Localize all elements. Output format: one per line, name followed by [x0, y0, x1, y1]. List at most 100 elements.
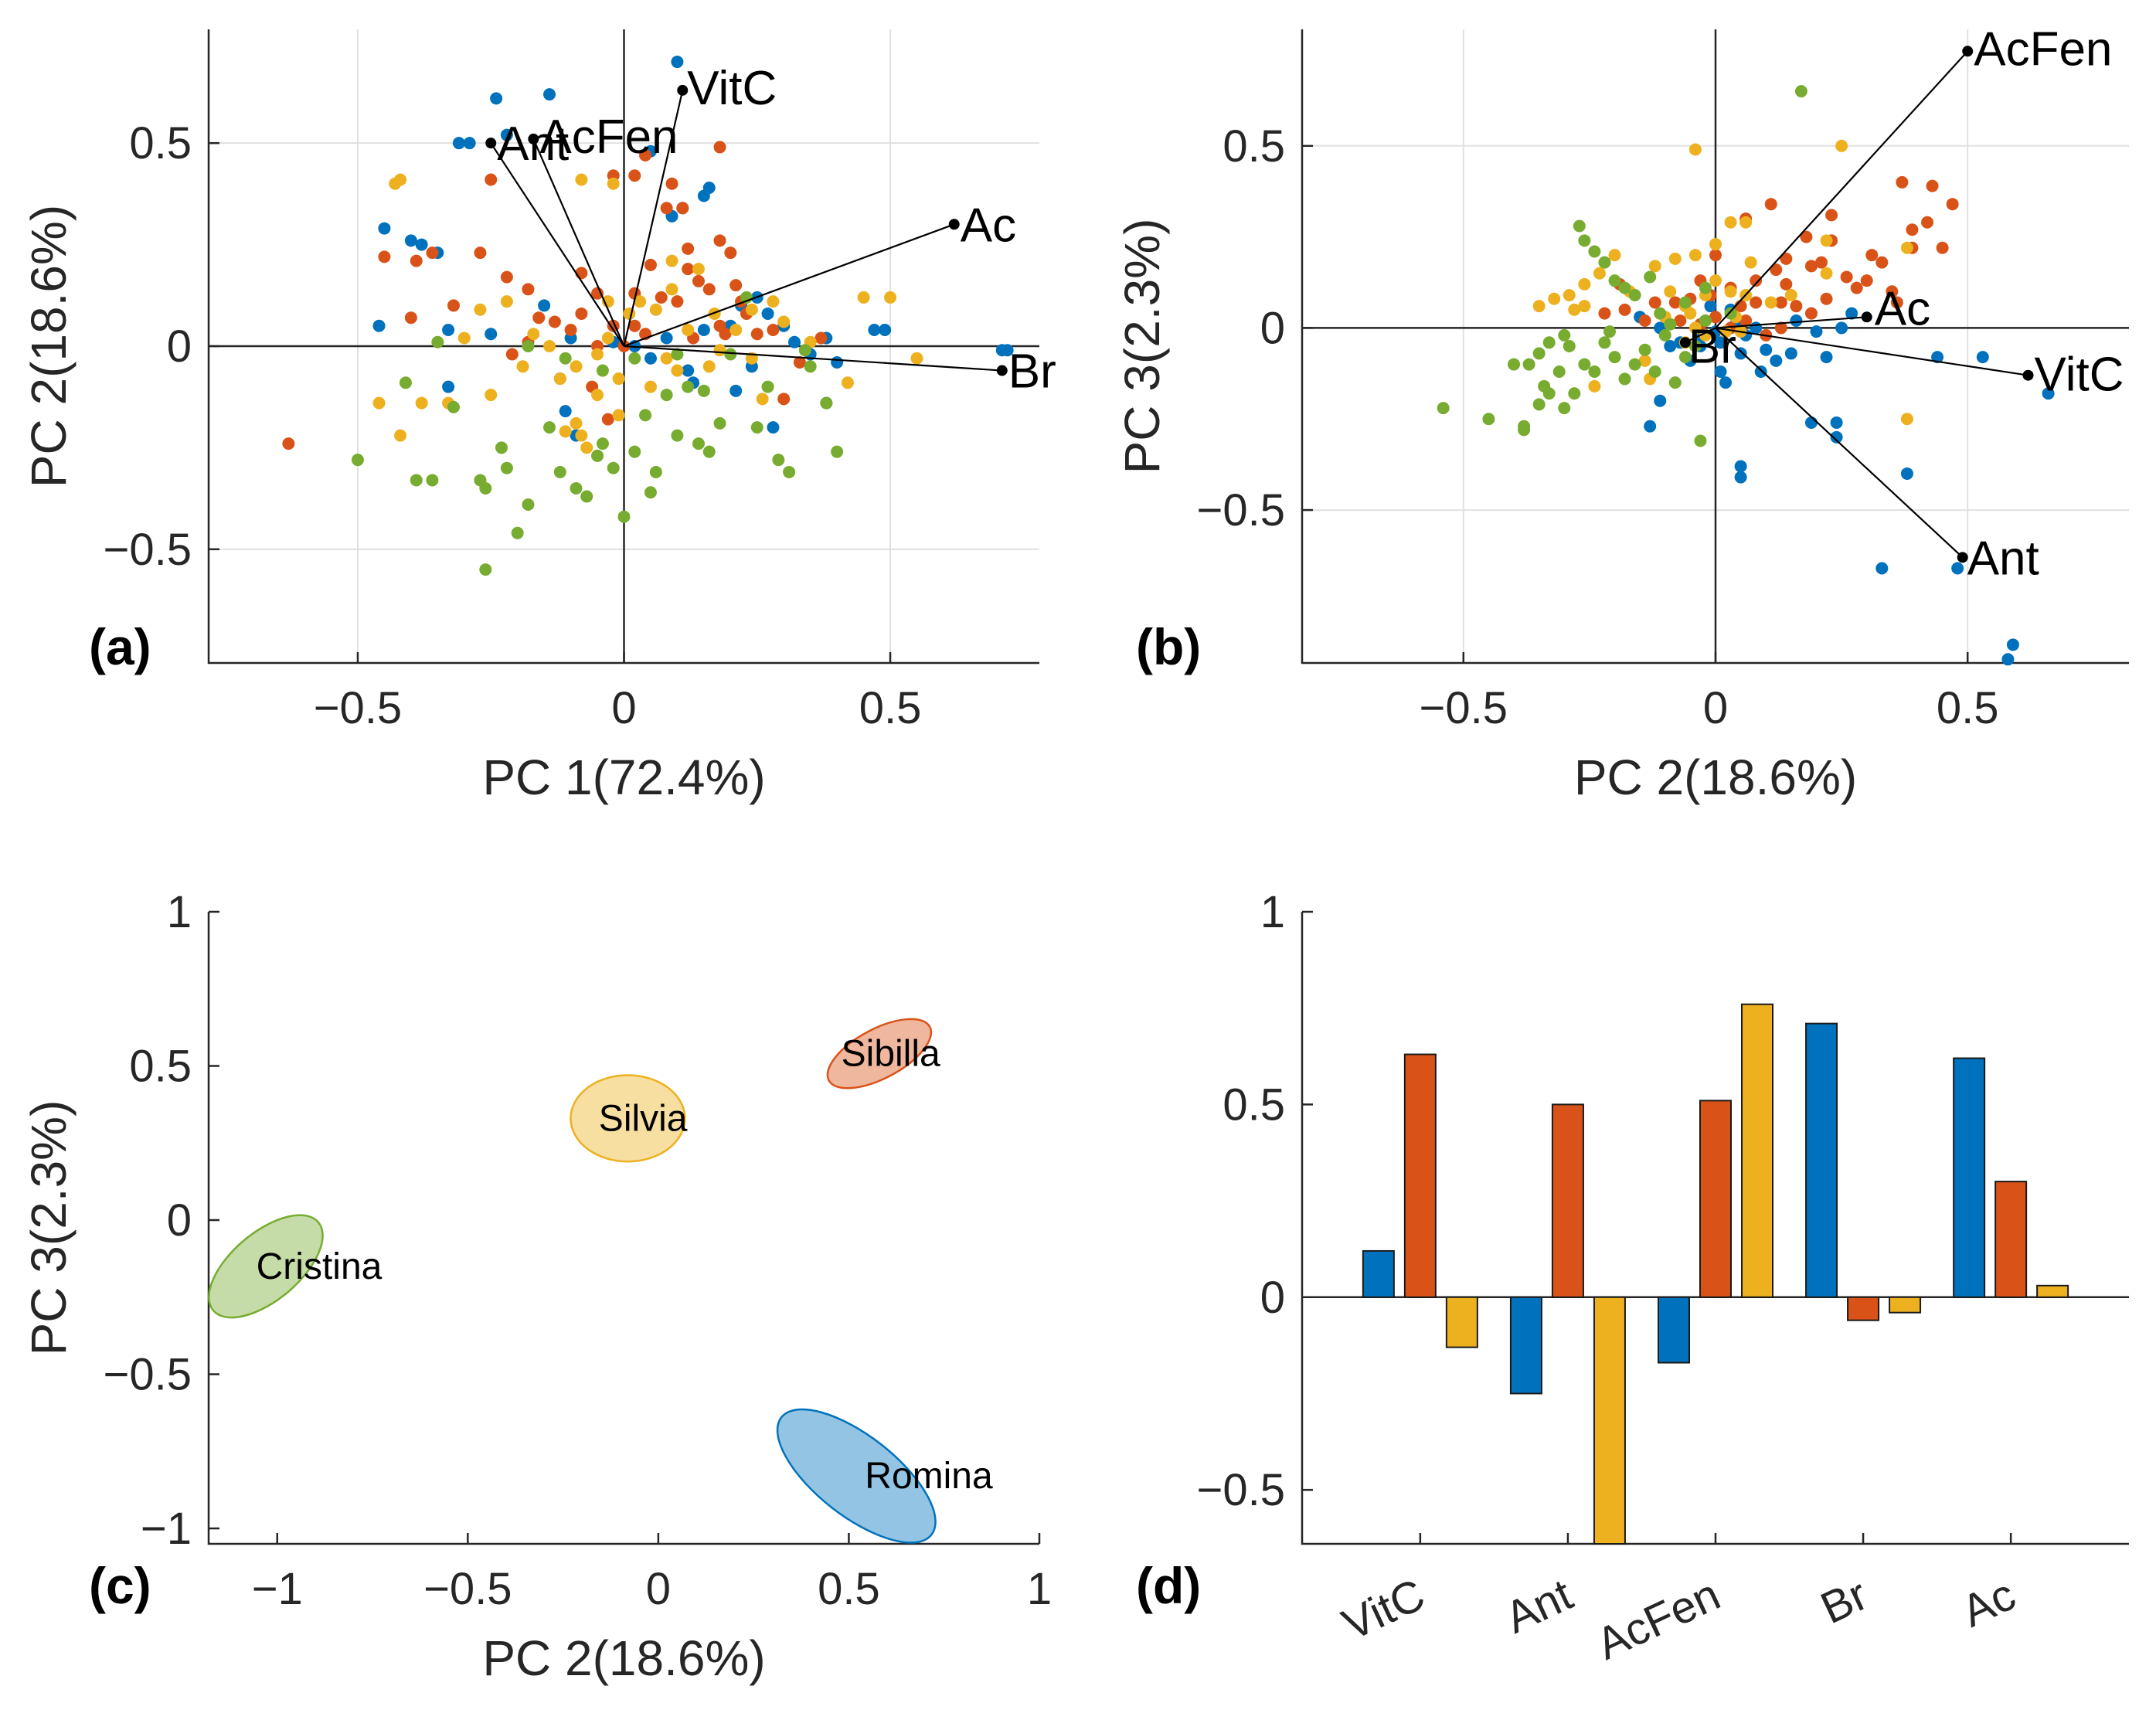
scatter-point-cristina [1518, 423, 1531, 437]
scatter-point-sibilla [1668, 296, 1682, 309]
category-label-br: Br [1814, 1569, 1875, 1633]
loading-vector [624, 223, 955, 348]
vector-label-acfen: AcFen [1974, 22, 2112, 76]
scatter-point-silvia [1668, 252, 1682, 265]
scatter-point-cristina [1678, 351, 1692, 364]
x-axis-label: PC 1(72.4%) [482, 750, 765, 805]
scatter-point-sibilla [671, 295, 684, 308]
panel-label: (b) [1136, 618, 1201, 675]
scatter-point-cristina [1437, 402, 1450, 415]
scatter-point-cristina [1618, 372, 1631, 386]
y-tick-label: 0.5 [129, 118, 192, 168]
scatter-point-sibilla [1875, 256, 1889, 269]
scatter-point-silvia [575, 429, 588, 442]
scatter-point-sibilla [628, 319, 641, 332]
scatter-point-silvia [644, 380, 657, 393]
scatter-point-cristina [639, 409, 652, 422]
scatter-point-silvia [745, 303, 758, 316]
loading-vector-tip [1861, 311, 1872, 323]
scatter-point-romina [1784, 347, 1797, 360]
scatter-point-silvia [692, 263, 705, 276]
scatter-point-sibilla [1850, 281, 1863, 294]
scatter-point-romina [452, 137, 465, 150]
scatter-point-sibilla [378, 250, 391, 263]
scatter-point-cristina [1664, 318, 1677, 331]
scatter-point-sibilla [1936, 241, 1949, 254]
scatter-point-romina [1804, 416, 1818, 429]
scatter-point-cristina [617, 510, 631, 523]
ellipse-silvia [570, 1074, 686, 1163]
scatter-point-cristina [671, 429, 684, 442]
scatter-point-sibilla [767, 323, 780, 336]
scatter-point-cristina [559, 352, 572, 365]
loading-vector-tip [996, 365, 1008, 376]
axis-frame [207, 29, 1039, 665]
scatter-point-sibilla [1774, 296, 1787, 309]
scatter-point-cristina [596, 364, 609, 377]
ellipse-romina [776, 1408, 937, 1544]
scatter-point-sibilla [1815, 256, 1828, 269]
scatter-point-silvia [665, 283, 678, 296]
scatter-point-sibilla [1598, 307, 1611, 320]
loading-vector [1715, 50, 1969, 329]
loading-vector-tip [1679, 337, 1691, 348]
scatter-point-sibilla [724, 246, 737, 260]
scatter-point-romina [1845, 307, 1858, 320]
ellipse-cristina [208, 1214, 324, 1319]
scatter-point-cristina [1608, 274, 1621, 287]
scatter-point-sibilla [1739, 314, 1753, 328]
ellipse-label-cristina: Cristina [257, 1246, 383, 1287]
scatter-point-sibilla [500, 270, 513, 284]
scatter-point-silvia [756, 393, 769, 406]
x-tick-label: 0.5 [1937, 683, 1999, 733]
scatter-point-cristina [1522, 358, 1535, 371]
scatter-point-sibilla [660, 202, 673, 215]
axis-frame [207, 912, 1039, 1545]
scatter-point-sibilla [1770, 263, 1783, 277]
scatter-point-silvia [607, 177, 620, 190]
loading-vector [624, 345, 1002, 372]
scatter-point-sibilla [282, 437, 295, 450]
scatter-point-silvia [1820, 234, 1833, 247]
x-tick-label: 1 [1027, 1564, 1052, 1614]
scatter-point-cristina [1794, 85, 1807, 98]
scatter-point-sibilla [644, 258, 657, 271]
scatter-point-sibilla [447, 299, 460, 312]
scatter-point-silvia [1764, 296, 1777, 309]
scatter-point-cristina [831, 445, 844, 458]
scatter-point-silvia [767, 295, 780, 308]
vector-label-ant: Ant [1967, 532, 2039, 585]
scatter-point-sibilla [575, 307, 588, 320]
bar-br-blue [1805, 1022, 1838, 1298]
vector-label-vitc: VitC [687, 62, 777, 115]
scatter-point-silvia [1593, 267, 1606, 280]
scatter-point-romina [463, 137, 476, 150]
scatter-point-silvia [1820, 267, 1833, 280]
bar-ant-yellow [1593, 1296, 1626, 1545]
scatter-point-romina [788, 335, 801, 348]
scatter-point-romina [1976, 351, 1989, 364]
vector-label-ac: Ac [961, 199, 1016, 252]
scatter-point-cristina [1628, 358, 1641, 371]
scatter-point-romina [702, 182, 716, 194]
scatter-point-sibilla [1820, 292, 1833, 305]
y-tick-label: −0.5 [104, 525, 192, 575]
scatter-point-cristina [479, 563, 492, 576]
scatter-point-romina [1714, 365, 1727, 378]
scatter-point-cristina [553, 465, 566, 478]
scatter-point-cristina [1588, 365, 1601, 378]
vector-label-ac: Ac [1875, 282, 1930, 335]
scatter-point-silvia [543, 340, 556, 352]
scatter-point-silvia [702, 360, 716, 373]
loading-vector-tip [485, 138, 497, 149]
scatter-point-sibilla [1896, 175, 1909, 189]
scatter-point-romina [1830, 416, 1843, 429]
scatter-point-silvia [1608, 249, 1621, 262]
scatter-point-cristina [1532, 347, 1546, 360]
scatter-point-cristina [702, 445, 716, 458]
panel-d-loadings-bars: −0.5 0 0.5 1 (d) VitC Ant AcFen Br Ac [1136, 887, 2129, 1670]
y-tick-label: 0 [1260, 303, 1285, 353]
scatter-point-silvia [415, 396, 428, 410]
scatter-point-cristina [1588, 245, 1601, 258]
scatter-point-silvia [570, 416, 583, 430]
